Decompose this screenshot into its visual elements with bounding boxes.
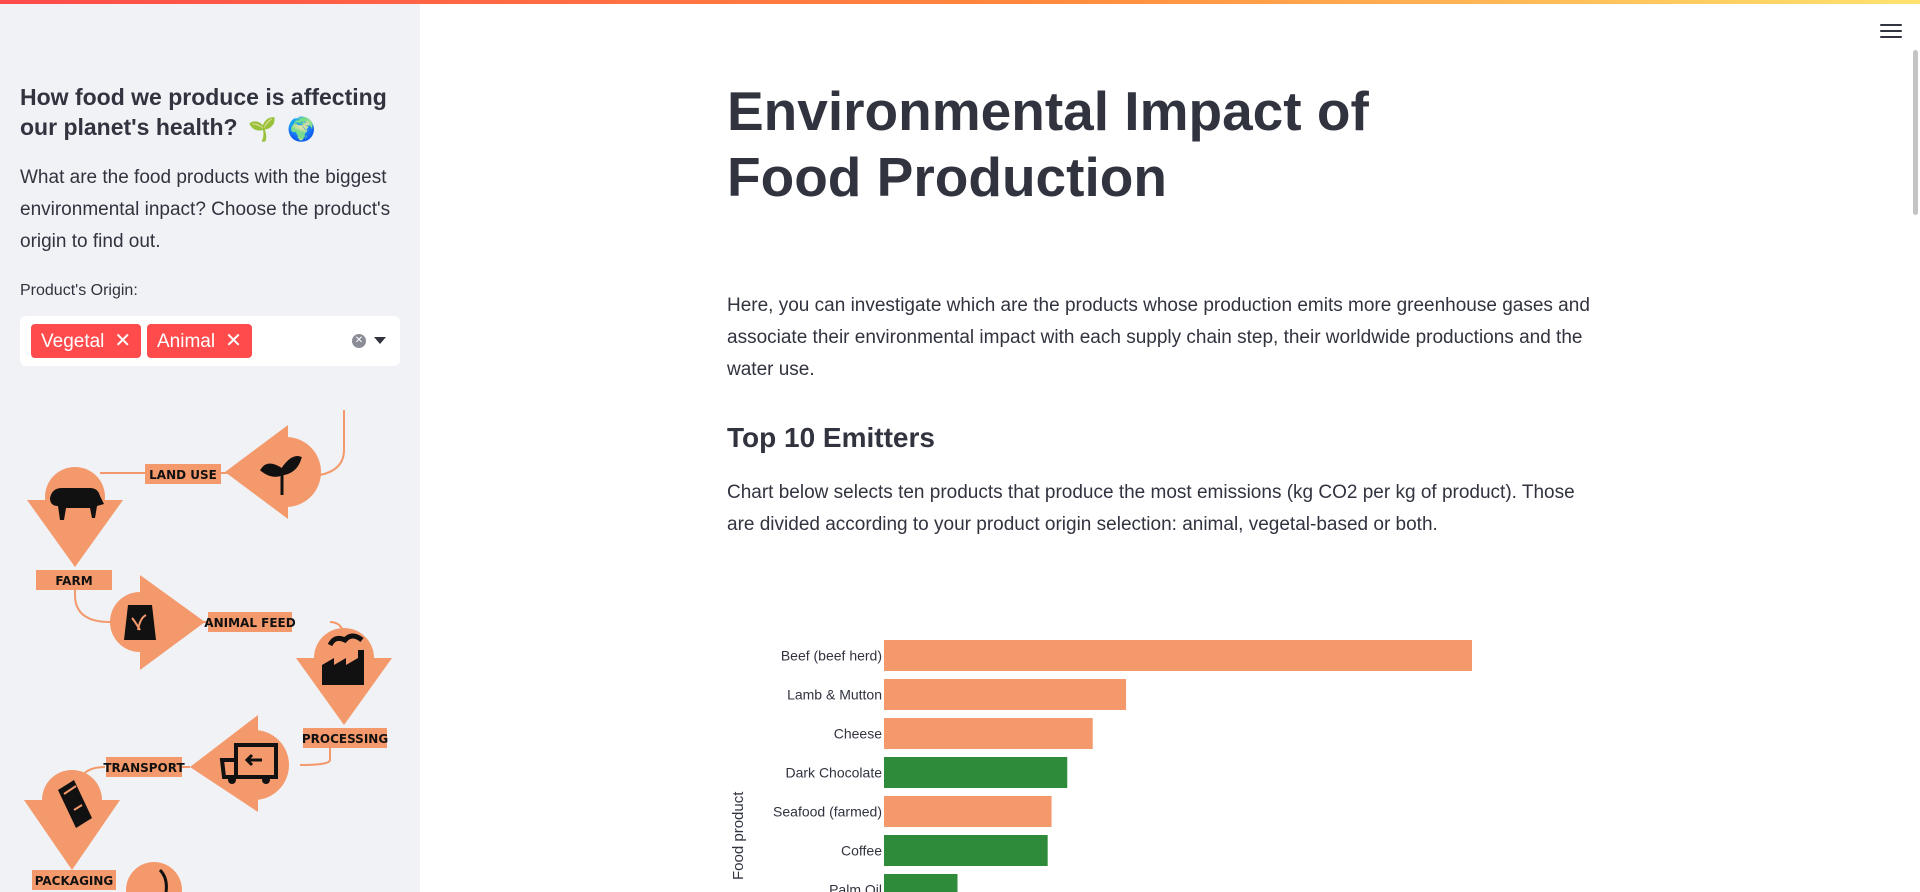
scrollbar-thumb[interactable] [1913, 50, 1918, 215]
hamburger-menu-icon[interactable] [1880, 24, 1902, 42]
page-title: Environmental Impact of Food Production [727, 80, 1369, 208]
category-label: Palm Oil [829, 882, 882, 892]
sidebar: How food we produce is affecting our pla… [0, 0, 420, 892]
flow-label-farm: FARM [55, 574, 92, 588]
flow-label-animal-feed: ANIMAL FEED [204, 616, 295, 630]
packaging-step: PACKAGING [24, 770, 120, 890]
top-emitters-chart: Food product Beef (beef herd) Lamb & Mutt… [730, 640, 1472, 892]
seedling-icon: 🌱 [248, 115, 277, 142]
retail-step-partial [126, 862, 182, 892]
flow-label-transport: TRANSPORT [103, 761, 185, 775]
remove-tag-icon[interactable]: ✕ [114, 330, 132, 352]
flow-label-processing: PROCESSING [302, 732, 388, 746]
intro-paragraph: Here, you can investigate which are the … [727, 295, 1590, 380]
category-label: Coffee [841, 843, 882, 859]
tag-label: Animal [157, 331, 216, 352]
origin-label: Product's Origin: [20, 282, 138, 299]
sidebar-title: How food we produce is affecting our pla… [20, 82, 400, 144]
bar[interactable] [884, 718, 1093, 749]
section-title: Top 10 Emitters [727, 422, 935, 453]
category-label: Beef (beef herd) [781, 648, 882, 664]
clear-all-icon[interactable]: ✕ [352, 334, 366, 348]
category-label: Cheese [834, 726, 882, 742]
bar[interactable] [884, 757, 1068, 788]
processing-step: PROCESSING [296, 628, 392, 748]
bar[interactable] [884, 835, 1048, 866]
flow-label-land-use: LAND USE [149, 468, 217, 482]
tag-label: Vegetal [41, 331, 105, 352]
origin-tag-animal: Animal ✕ [147, 324, 252, 358]
y-axis-label: Food product [730, 791, 747, 880]
bar[interactable] [884, 874, 958, 892]
flow-label-packaging: PACKAGING [35, 874, 114, 888]
section-description: Chart below selects ten products that pr… [727, 482, 1575, 535]
category-label: Dark Chocolate [786, 765, 883, 781]
bar[interactable] [884, 640, 1472, 671]
sidebar-title-text: How food we produce is affecting our pla… [20, 84, 387, 140]
category-label: Lamb & Mutton [787, 687, 882, 703]
farm-step: FARM [27, 467, 123, 590]
transport-step: TRANSPORT [103, 715, 289, 812]
bar[interactable] [884, 796, 1052, 827]
category-label: Seafood (farmed) [773, 804, 882, 820]
supply-chain-diagram: LAND USE FARM ANIMAL FEED PROCESSING [24, 410, 392, 892]
sidebar-description: What are the food products with the bigg… [20, 167, 391, 252]
animal-feed-step: ANIMAL FEED [110, 575, 296, 670]
bar[interactable] [884, 679, 1127, 710]
remove-tag-icon[interactable]: ✕ [225, 330, 242, 352]
origin-multiselect[interactable]: Vegetal ✕ Animal ✕ ✕ [20, 316, 400, 366]
origin-tag-vegetal: Vegetal ✕ [31, 324, 142, 358]
globe-icon: 🌍 [287, 115, 316, 142]
land-use-step: LAND USE [145, 425, 321, 519]
chevron-down-icon[interactable] [374, 337, 386, 344]
top-decoration-bar [0, 0, 1920, 4]
